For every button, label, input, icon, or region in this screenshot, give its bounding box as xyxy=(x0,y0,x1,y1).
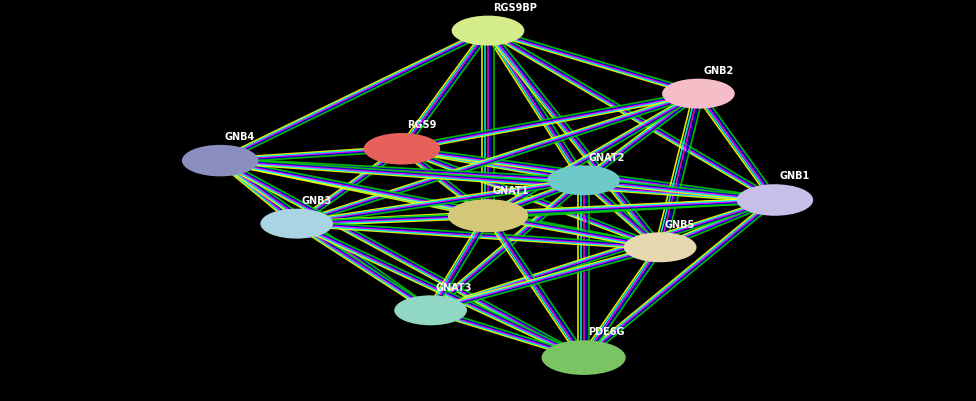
Text: GNB5: GNB5 xyxy=(665,219,695,229)
Circle shape xyxy=(364,134,440,165)
Text: GNAT1: GNAT1 xyxy=(493,186,529,196)
Circle shape xyxy=(452,16,524,47)
Text: GNB2: GNB2 xyxy=(703,66,733,76)
Text: GNB4: GNB4 xyxy=(224,132,255,142)
Circle shape xyxy=(448,200,528,233)
Circle shape xyxy=(737,185,813,216)
Circle shape xyxy=(261,209,333,239)
Text: GNB1: GNB1 xyxy=(780,171,810,181)
Text: PDE6G: PDE6G xyxy=(589,326,625,336)
Text: GNAT3: GNAT3 xyxy=(435,282,471,292)
Circle shape xyxy=(662,79,735,109)
Circle shape xyxy=(542,340,626,375)
Circle shape xyxy=(548,166,620,196)
Circle shape xyxy=(182,146,259,177)
Text: GNAT2: GNAT2 xyxy=(589,152,625,162)
Circle shape xyxy=(394,296,467,326)
Text: RGS9BP: RGS9BP xyxy=(493,3,537,13)
Circle shape xyxy=(624,233,697,263)
Text: RGS9: RGS9 xyxy=(407,120,436,130)
Text: GNB3: GNB3 xyxy=(302,195,332,205)
